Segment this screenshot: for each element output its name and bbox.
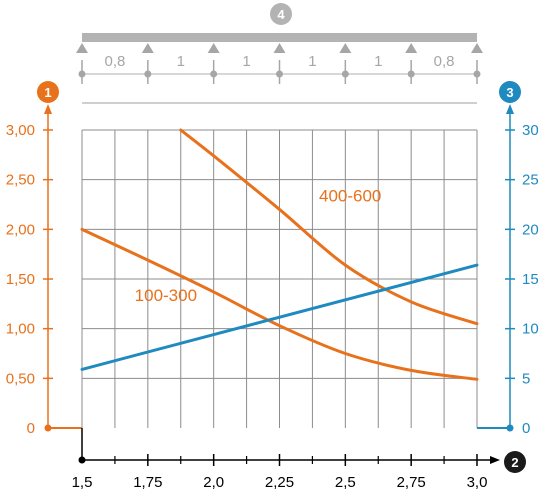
series-line-400-600 <box>179 128 479 326</box>
left-axis-tick-label: 0 <box>27 420 35 437</box>
left-axis-tick-label: 3,00 <box>6 122 35 139</box>
support-dot <box>407 70 415 78</box>
left-axis-tick-label: 1,50 <box>6 271 35 288</box>
x-axis-tick-label: 2,75 <box>397 474 426 490</box>
left-axis-arrow <box>44 104 52 114</box>
x-axis-tick-label: 2,25 <box>265 474 294 490</box>
support-triangle <box>273 43 286 53</box>
beam <box>82 33 477 42</box>
labels: 00,501,001,502,002,503,00105101520253031… <box>6 7 539 490</box>
support-dot <box>144 70 152 78</box>
support-dot <box>341 70 349 78</box>
support-dot <box>210 70 218 78</box>
support-dot <box>473 70 481 78</box>
right-axis-tick-label: 15 <box>522 271 539 288</box>
grid <box>81 129 478 428</box>
right-axis-tick-label: 25 <box>522 172 539 189</box>
series <box>80 128 479 381</box>
support-triangle <box>141 43 154 53</box>
support-triangle <box>471 43 483 53</box>
x-axis-tick-label: 2,5 <box>335 474 356 490</box>
x-axis-tick-label: 3,0 <box>467 474 488 490</box>
support-triangle <box>339 43 352 53</box>
span-marker-badge <box>270 3 292 25</box>
right-axis-tick-label: 5 <box>522 370 530 387</box>
right-axis-marker-badge <box>499 81 521 103</box>
x-axis-tick-label: 2,0 <box>203 474 224 490</box>
left-axis-tick-label: 2,50 <box>6 172 35 189</box>
series-line-right-axis <box>80 263 479 371</box>
right-axis-tick-label: 20 <box>522 221 539 238</box>
x-axis-arrow <box>490 456 500 464</box>
left-axis-marker-badge <box>37 81 59 103</box>
span-diagram <box>76 3 483 104</box>
left-axis-marker-label: 1 <box>44 85 51 100</box>
support-triangle <box>76 43 88 53</box>
x-axis-tick-label: 1,5 <box>72 474 93 490</box>
support-dot <box>276 70 283 78</box>
axes <box>37 81 526 473</box>
series-annotation: 100-300 <box>135 286 197 305</box>
right-axis-marker-label: 3 <box>506 85 513 100</box>
span-marker-label: 4 <box>277 7 285 22</box>
right-axis-tick-label: 30 <box>522 122 539 139</box>
x-axis-origin-dot <box>78 456 86 464</box>
span-label: 1 <box>242 53 250 70</box>
right-axis-tick-label: 10 <box>522 321 539 338</box>
series-line-100-300 <box>80 227 479 381</box>
support-triangle <box>405 43 418 53</box>
left-axis-origin-dot <box>44 424 52 432</box>
support-dot <box>78 70 86 78</box>
x-axis-marker-label: 2 <box>511 455 518 470</box>
span-label: 0,8 <box>104 53 125 70</box>
left-axis-tick-label: 2,00 <box>6 221 35 238</box>
x-axis-marker-badge <box>504 451 526 473</box>
support-triangle <box>207 43 220 53</box>
span-label: 1 <box>374 53 382 70</box>
span-label: 1 <box>177 53 185 70</box>
right-axis-origin-dot <box>506 424 514 432</box>
x-axis-tick-label: 1,75 <box>133 474 162 490</box>
left-axis-tick-label: 1,00 <box>6 321 35 338</box>
span-label: 1 <box>308 53 316 70</box>
right-axis-arrow <box>506 104 514 114</box>
series-annotation: 400-600 <box>319 187 381 206</box>
span-label: 0,8 <box>434 53 455 70</box>
left-axis-tick-label: 0,50 <box>6 370 35 387</box>
right-axis-tick-label: 0 <box>522 420 530 437</box>
